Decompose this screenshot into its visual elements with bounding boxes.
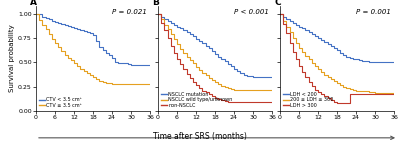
Text: Time after SRS (months): Time after SRS (months) [153,132,247,141]
Legend: NSCLC mutation, NSCLC wild type/unknown, non-NSCLC: NSCLC mutation, NSCLC wild type/unknown,… [160,91,233,108]
Text: A: A [30,0,37,7]
Y-axis label: Survival probability: Survival probability [9,25,15,92]
Legend: LDH < 200, 200 ≤ LDH ≤ 300, LDH > 300: LDH < 200, 200 ≤ LDH ≤ 300, LDH > 300 [282,91,334,108]
Legend: CTV < 3.5 cm³, CTV ≥ 3.5 cm³: CTV < 3.5 cm³, CTV ≥ 3.5 cm³ [38,97,82,108]
Text: P < 0.001: P < 0.001 [234,9,268,15]
Text: B: B [152,0,159,7]
Text: C: C [274,0,281,7]
Text: P = 0.021: P = 0.021 [112,9,146,15]
Text: P = 0.001: P = 0.001 [356,9,390,15]
